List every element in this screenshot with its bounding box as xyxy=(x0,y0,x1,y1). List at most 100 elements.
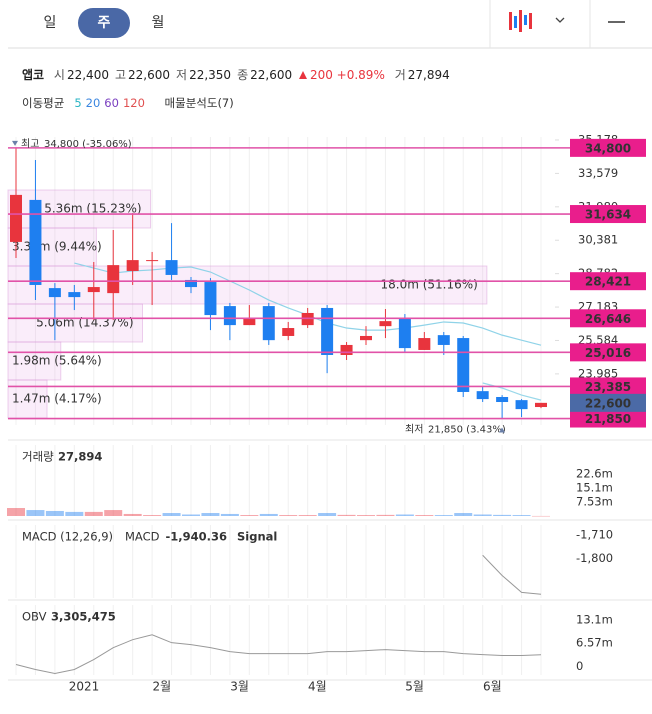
signal-label: Signal xyxy=(237,530,277,544)
price-level-label: 31,634 xyxy=(585,208,631,222)
price-level-label: 21,850 xyxy=(585,412,631,426)
candle-body xyxy=(282,328,295,336)
profile-bar xyxy=(7,341,62,381)
volume-bar xyxy=(84,511,103,516)
low-arrow xyxy=(499,427,505,433)
candle-body xyxy=(10,194,22,242)
ma-legend: 이동평균 5 20 60 120 매물분석도(7) xyxy=(22,95,238,111)
profile-label: 1.47m (4.17%) xyxy=(12,392,102,406)
volume-bar xyxy=(182,514,200,516)
current-price-label: 22,600 xyxy=(585,396,631,410)
x-tick-label: 4월 xyxy=(308,680,327,694)
candle-body xyxy=(107,265,120,294)
quote-label: 종 xyxy=(237,68,249,82)
volume-bar xyxy=(123,513,142,516)
volume-bar xyxy=(26,510,45,516)
tab-selected[interactable]: 주 xyxy=(78,8,130,38)
price-level-tag xyxy=(570,377,646,396)
quote-label: 저 xyxy=(176,68,188,82)
indicator-line xyxy=(482,382,542,401)
volume-bar xyxy=(512,515,531,516)
y-tick-label: 0 xyxy=(576,659,583,673)
profile-bar xyxy=(7,265,488,305)
change-pct: +0.89% xyxy=(336,68,385,82)
price-level-label: 28,421 xyxy=(585,275,631,289)
quote-value: 22,350 xyxy=(189,68,232,82)
candle-body xyxy=(87,287,100,293)
candle-body xyxy=(340,344,353,355)
volume-bar xyxy=(240,515,259,516)
dropdown-chevron[interactable] xyxy=(555,17,565,23)
volume-bar xyxy=(532,515,550,517)
volume-bar xyxy=(473,514,492,516)
profile-label: 5.36m (15.23%) xyxy=(44,202,141,216)
volume-bar xyxy=(376,514,395,516)
volume-bar xyxy=(434,515,453,516)
candle-body xyxy=(29,199,42,285)
y-tick-label: 33,579 xyxy=(578,166,618,180)
candle-body xyxy=(185,279,197,288)
volume-bar xyxy=(493,514,512,516)
candle-body xyxy=(321,307,334,355)
ma-period: 20 xyxy=(85,96,101,110)
volume-bar xyxy=(104,510,123,516)
panel-title: OBV xyxy=(22,610,47,624)
candle-body xyxy=(126,260,139,271)
volume-bar xyxy=(298,515,317,516)
indicator-line xyxy=(482,554,542,595)
volume-bar xyxy=(220,513,239,516)
x-tick-label: 2월 xyxy=(152,680,171,694)
x-tick-label: 3월 xyxy=(230,680,249,694)
y-tick-label: 30,381 xyxy=(578,233,618,247)
stock-name: 앱코 xyxy=(22,68,45,82)
y-tick-label: 22.6m xyxy=(576,466,613,480)
candle-body xyxy=(68,292,81,298)
volume-bar xyxy=(7,508,25,516)
candle-body xyxy=(418,338,431,350)
price-level-tag xyxy=(570,272,646,291)
high-note: 34,800 (-35.06%) xyxy=(44,139,132,150)
change: 200 xyxy=(309,68,333,82)
profile-bar xyxy=(7,227,97,267)
candle-body xyxy=(146,260,159,262)
candle-body xyxy=(476,391,489,400)
tab[interactable]: 월 xyxy=(151,15,165,31)
y-tick-label: 13.1m xyxy=(576,613,613,627)
current-price-tag xyxy=(570,393,646,412)
high-arrow xyxy=(12,140,18,146)
candle-body xyxy=(243,317,256,326)
price-level-tag xyxy=(570,309,646,328)
quote-value: 22,400 xyxy=(66,68,109,82)
candle-body xyxy=(262,306,275,341)
volume-bar xyxy=(162,513,181,516)
period-tabs: 일 주 월 xyxy=(0,0,652,48)
quote-value: 22,600 xyxy=(250,68,293,82)
candle-body xyxy=(515,400,528,410)
panel-title: MACD (12,26,9) xyxy=(22,530,113,544)
price-level-label: 34,800 xyxy=(585,141,631,155)
ma-period: 5 xyxy=(74,96,82,110)
volume-label: 거 xyxy=(394,68,406,82)
volume-bar xyxy=(415,515,434,516)
panel-value: -1,940.36 xyxy=(165,530,227,544)
volume-profile: 5.36m (15.23%) 3.32m (9.44%) 18.0m (51.16%… xyxy=(7,189,488,419)
candle-body xyxy=(48,288,61,298)
profile-bar xyxy=(7,303,144,343)
volume-bar xyxy=(337,514,356,516)
price-level-label: 23,385 xyxy=(585,380,631,394)
quote-info: 앱코 시 22,400 고 22,600 저 22,350 종 22,600 200 +0.8… xyxy=(22,66,450,83)
volume-bar xyxy=(279,515,298,516)
candle-body xyxy=(379,321,392,327)
y-tick-label: 7.53m xyxy=(576,495,613,509)
panel-value: 3,305,475 xyxy=(51,610,116,624)
ma-title: 이동평균 xyxy=(22,96,65,110)
volume-bar xyxy=(454,513,473,516)
x-tick-label: 2021 xyxy=(69,680,100,694)
chart-type-icon[interactable] xyxy=(509,10,532,32)
volume: 27,894 xyxy=(407,68,450,82)
ma-period: 60 xyxy=(104,96,119,110)
tab[interactable]: 일 xyxy=(43,15,57,31)
low-note: 21,850 (3.43%) xyxy=(428,425,506,436)
